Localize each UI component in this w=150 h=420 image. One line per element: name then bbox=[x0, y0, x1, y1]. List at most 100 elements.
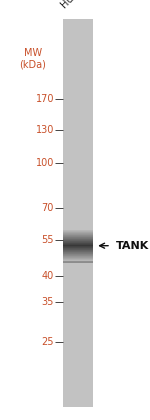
Bar bbox=[63, 299, 93, 300]
Bar bbox=[63, 189, 93, 190]
Bar bbox=[63, 333, 93, 335]
Bar bbox=[63, 228, 93, 230]
Bar bbox=[63, 178, 93, 179]
Bar bbox=[63, 305, 93, 307]
Bar bbox=[63, 261, 93, 262]
Bar bbox=[63, 379, 93, 380]
Bar bbox=[63, 103, 93, 104]
Bar bbox=[63, 393, 93, 394]
Bar bbox=[63, 249, 93, 251]
Text: 70: 70 bbox=[42, 203, 54, 213]
Bar bbox=[63, 386, 93, 387]
Bar bbox=[63, 235, 93, 236]
Bar bbox=[63, 344, 93, 345]
Bar bbox=[63, 406, 93, 407]
Bar bbox=[63, 128, 93, 129]
Bar bbox=[63, 186, 93, 187]
Bar bbox=[63, 39, 93, 41]
Bar bbox=[63, 108, 93, 110]
Bar bbox=[63, 69, 93, 71]
Bar bbox=[63, 341, 93, 343]
Bar bbox=[63, 181, 93, 182]
Bar bbox=[63, 401, 93, 402]
Bar bbox=[63, 287, 93, 288]
Bar bbox=[63, 238, 93, 239]
Bar bbox=[63, 23, 93, 24]
Bar bbox=[63, 24, 93, 25]
Bar bbox=[63, 247, 93, 248]
Bar bbox=[63, 148, 93, 150]
Bar bbox=[63, 348, 93, 349]
Bar bbox=[63, 244, 93, 245]
Bar bbox=[63, 352, 93, 353]
Bar bbox=[63, 312, 93, 313]
Bar bbox=[63, 322, 93, 323]
Bar bbox=[63, 97, 93, 98]
Bar bbox=[63, 116, 93, 117]
Bar bbox=[63, 234, 93, 235]
Bar bbox=[63, 118, 93, 120]
Bar bbox=[63, 394, 93, 396]
Bar bbox=[63, 42, 93, 44]
Bar bbox=[63, 258, 93, 260]
Bar bbox=[63, 151, 93, 152]
Bar bbox=[63, 345, 93, 346]
Bar bbox=[63, 134, 93, 135]
Bar bbox=[63, 301, 93, 302]
Bar bbox=[63, 243, 93, 244]
Bar bbox=[63, 243, 93, 244]
Bar bbox=[63, 222, 93, 223]
Bar bbox=[63, 392, 93, 393]
Bar bbox=[63, 350, 93, 352]
Text: 130: 130 bbox=[36, 125, 54, 135]
Bar bbox=[63, 373, 93, 374]
Bar bbox=[63, 236, 93, 238]
Bar bbox=[63, 310, 93, 312]
Bar bbox=[63, 300, 93, 301]
Bar bbox=[63, 319, 93, 320]
Text: 40: 40 bbox=[42, 271, 54, 281]
Bar bbox=[63, 66, 93, 67]
Bar bbox=[63, 234, 93, 235]
Bar bbox=[63, 82, 93, 84]
Bar bbox=[63, 388, 93, 389]
Bar bbox=[63, 29, 93, 31]
Bar bbox=[63, 37, 93, 38]
Bar bbox=[63, 220, 93, 221]
Bar bbox=[63, 246, 93, 247]
Bar bbox=[63, 268, 93, 269]
Bar bbox=[63, 264, 93, 265]
Bar bbox=[63, 270, 93, 271]
Bar bbox=[63, 361, 93, 362]
Bar bbox=[63, 252, 93, 253]
Bar bbox=[63, 213, 93, 215]
Bar bbox=[63, 402, 93, 404]
Bar bbox=[63, 279, 93, 281]
Bar bbox=[63, 139, 93, 141]
Bar bbox=[63, 73, 93, 75]
Bar bbox=[63, 117, 93, 118]
Bar bbox=[63, 292, 93, 294]
Bar bbox=[63, 165, 93, 166]
Bar bbox=[63, 309, 93, 310]
Bar bbox=[63, 176, 93, 177]
Bar bbox=[63, 216, 93, 217]
Bar bbox=[63, 358, 93, 360]
Bar bbox=[63, 85, 93, 86]
Bar bbox=[63, 389, 93, 391]
Bar bbox=[63, 315, 93, 317]
Bar bbox=[63, 142, 93, 143]
Bar bbox=[63, 374, 93, 375]
Bar bbox=[63, 363, 93, 365]
Bar bbox=[63, 191, 93, 192]
Bar bbox=[63, 156, 93, 158]
Bar bbox=[63, 251, 93, 252]
Bar bbox=[63, 330, 93, 331]
Bar bbox=[63, 331, 93, 332]
Bar bbox=[63, 59, 93, 60]
Bar bbox=[63, 250, 93, 251]
Bar bbox=[63, 240, 93, 241]
Bar bbox=[63, 278, 93, 279]
Bar bbox=[63, 336, 93, 338]
Bar bbox=[63, 291, 93, 292]
